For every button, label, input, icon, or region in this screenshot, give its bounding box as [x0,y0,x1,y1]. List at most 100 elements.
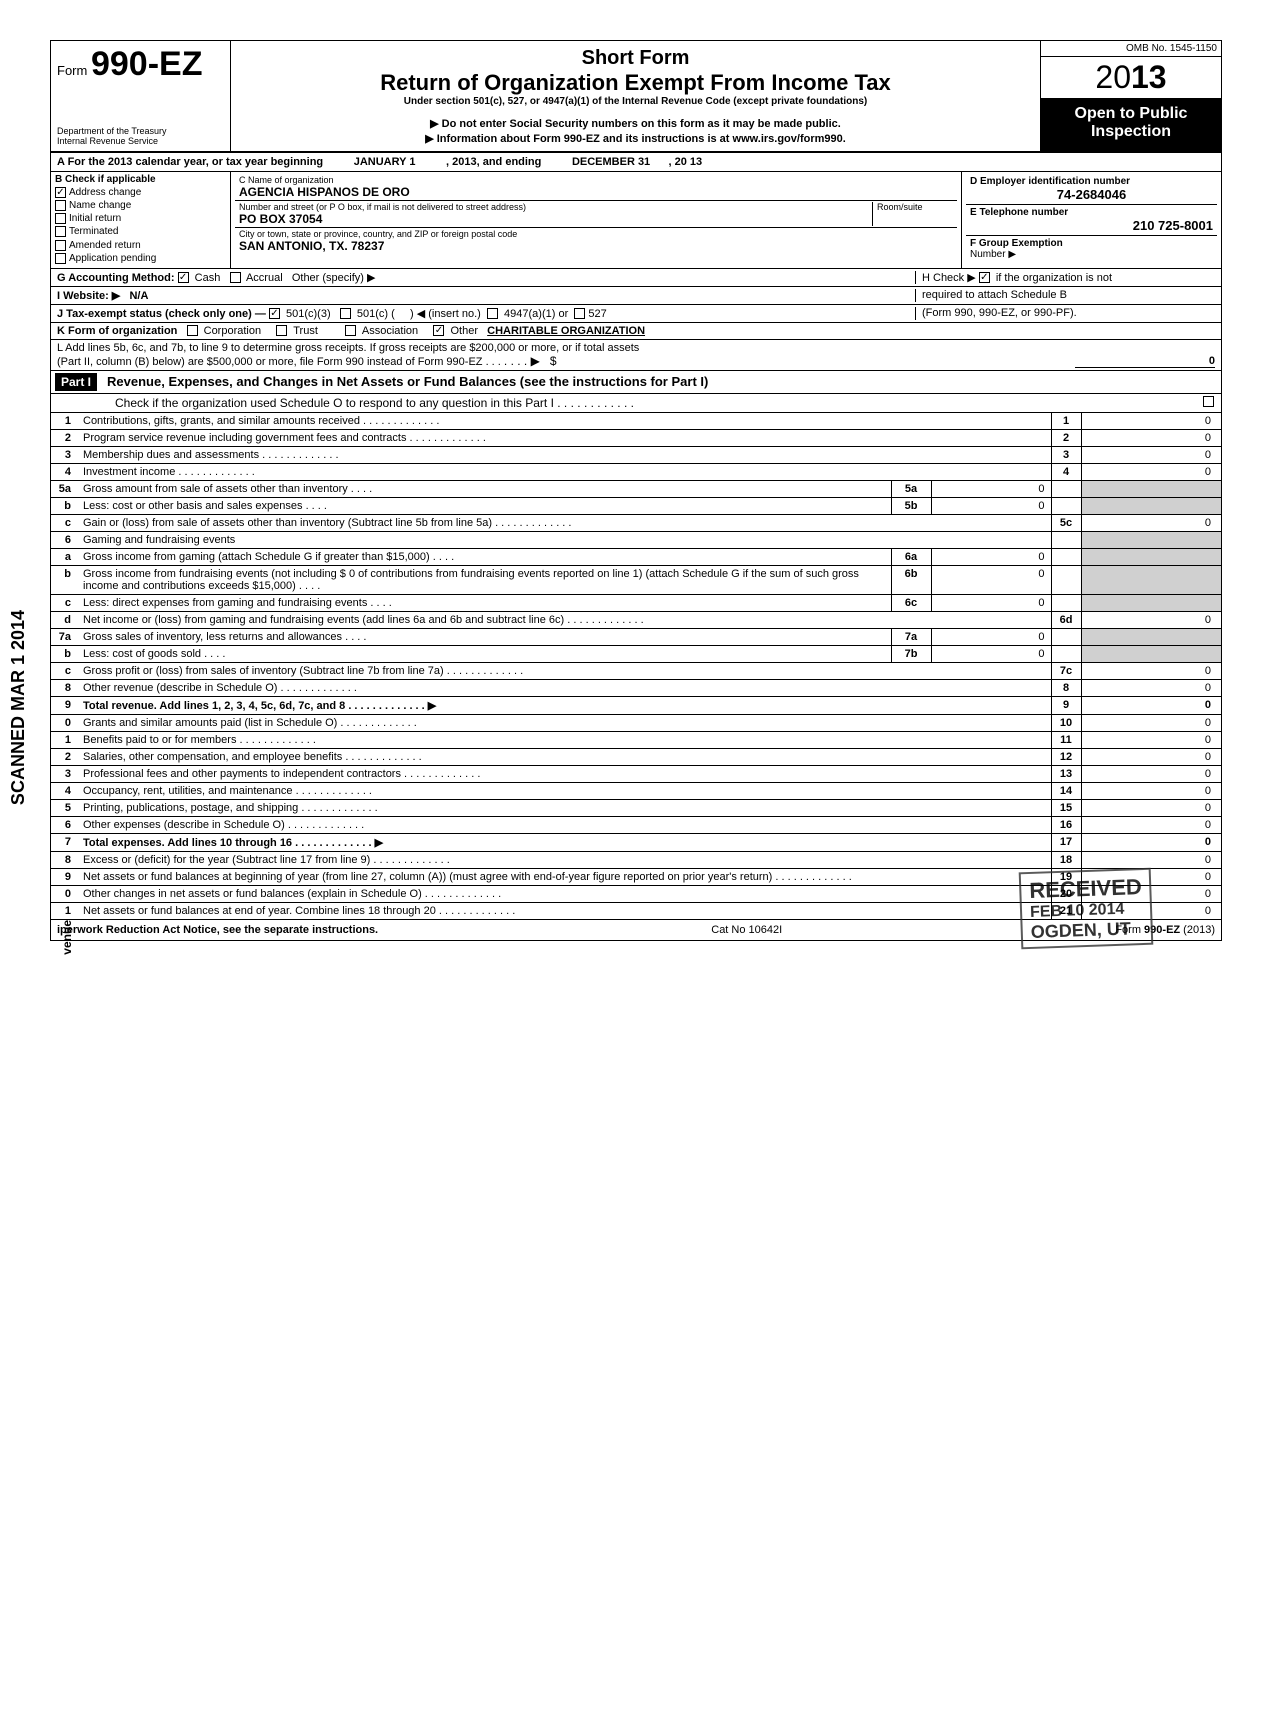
chk-terminated[interactable]: Terminated [55,226,226,237]
line-desc: Program service revenue including govern… [79,429,1051,446]
ty-mid: , 2013, and ending [446,156,541,168]
line-amt: 0 [1081,714,1221,731]
chk-name[interactable]: Name change [55,200,226,211]
year-prefix: 20 [1095,59,1131,95]
box-shaded [1051,565,1081,594]
chk-trust[interactable] [276,325,287,336]
j-label: J Tax-exempt status (check only one) — [57,308,266,320]
line-num: c [51,594,79,611]
g-label: G Accounting Method: [57,272,175,284]
part1-header-row: Part I Revenue, Expenses, and Changes in… [51,371,1221,394]
k-label: K Form of organization [57,325,177,337]
line-desc: Printing, publications, postage, and shi… [79,799,1051,816]
line-box: 9 [1051,696,1081,714]
line-num: d [51,611,79,628]
line-amt: 0 [1081,833,1221,851]
group-label2: Number ▶ [970,249,1016,260]
line-num: 0 [51,885,79,902]
open-to-public: Open to Public Inspection [1041,99,1221,151]
chk-assoc[interactable] [345,325,356,336]
inner-box: 7b [891,645,931,662]
section-a: A For the 2013 calendar year, or tax yea… [51,153,1221,172]
line-amt: 0 [1081,463,1221,480]
ty-end2: , 20 13 [669,156,703,168]
line-box: 3 [1051,446,1081,463]
line-amt: 0 [1081,799,1221,816]
line-desc: Investment income . . . . . . . . . . . … [79,463,1051,480]
line-row: 5Printing, publications, postage, and sh… [51,799,1221,816]
inner-box: 7a [891,628,931,645]
form-prefix: Form [57,63,87,78]
chk-pending[interactable]: Application pending [55,253,226,264]
chk-other-org[interactable]: ✓ [433,325,444,336]
chk-501c3[interactable]: ✓ [269,308,280,319]
chk-corp[interactable] [187,325,198,336]
form-number: Form 990-EZ [57,45,224,84]
tax-year: 2013 [1041,57,1221,99]
inner-amt: 0 [931,645,1051,662]
line-num: 1 [51,413,79,430]
line-row: 6Gaming and fundraising events [51,531,1221,548]
amt-shaded [1081,565,1221,594]
amt-shaded [1081,480,1221,497]
chk-amended[interactable]: Amended return [55,240,226,251]
chk-sched-b[interactable]: ✓ [979,272,990,283]
header-mid: Short Form Return of Organization Exempt… [231,41,1041,151]
line-num: 7a [51,628,79,645]
title-short-form: Short Form [239,47,1032,70]
line-box: 4 [1051,463,1081,480]
chk-501c[interactable] [340,308,351,319]
year-suffix: 13 [1131,59,1167,95]
line-row: dNet income or (loss) from gaming and fu… [51,611,1221,628]
line-num: 6 [51,531,79,548]
k-other-text: CHARITABLE ORGANIZATION [487,325,645,337]
inner-box: 5a [891,480,931,497]
line-num: 4 [51,782,79,799]
line-row: 3Professional fees and other payments to… [51,765,1221,782]
line-num: 5 [51,799,79,816]
stamp-l1: RECEIVED [1028,874,1141,904]
line-desc: Net assets or fund balances at end of ye… [79,902,1051,919]
chk-4947[interactable] [487,308,498,319]
line-desc: Gain or (loss) from sale of assets other… [79,514,1051,531]
line-box: 17 [1051,833,1081,851]
line-desc: Professional fees and other payments to … [79,765,1051,782]
line-row: 2Program service revenue including gover… [51,429,1221,446]
part1-label: Part I [55,373,97,391]
inner-amt: 0 [931,548,1051,565]
phone-label: E Telephone number [970,207,1213,218]
line-desc: Gross income from gaming (attach Schedul… [79,548,891,565]
line-desc: Gaming and fundraising events [79,531,1051,548]
phone: 210 725-8001 [970,218,1213,233]
line-num: 4 [51,463,79,480]
inner-box: 6b [891,565,931,594]
line-num: 3 [51,765,79,782]
line-row: cLess: direct expenses from gaming and f… [51,594,1221,611]
part1-check-text: Check if the organization used Schedule … [55,396,634,410]
chk-527[interactable] [574,308,585,319]
line-amt: 0 [1081,611,1221,628]
chk-sched-o[interactable] [1203,396,1214,407]
dept-treasury: Department of the Treasury Internal Reve… [57,127,224,147]
part1-title: Revenue, Expenses, and Changes in Net As… [107,374,708,389]
amt-shaded [1081,531,1221,548]
section-c: C Name of organization AGENCIA HISPANOS … [231,172,961,268]
chk-cash[interactable]: ✓ [178,272,189,283]
line-num: 1 [51,902,79,919]
chk-accrual[interactable] [230,272,241,283]
chk-initial[interactable]: Initial return [55,213,226,224]
omb-number: OMB No. 1545-1150 [1041,41,1221,57]
box-shaded [1051,480,1081,497]
line-desc: Salaries, other compensation, and employ… [79,748,1051,765]
section-h: H Check ▶ ✓ if the organization is not [915,271,1215,284]
line-amt: 0 [1081,696,1221,714]
line-amt: 0 [1081,446,1221,463]
section-b: B Check if applicable ✓Address change Na… [51,172,231,268]
line-num: 1 [51,731,79,748]
amt-shaded [1081,497,1221,514]
inner-box: 6a [891,548,931,565]
line-box: 14 [1051,782,1081,799]
line-num: 3 [51,446,79,463]
chk-address[interactable]: ✓Address change [55,187,226,198]
line-desc: Total expenses. Add lines 10 through 16 … [79,833,1051,851]
